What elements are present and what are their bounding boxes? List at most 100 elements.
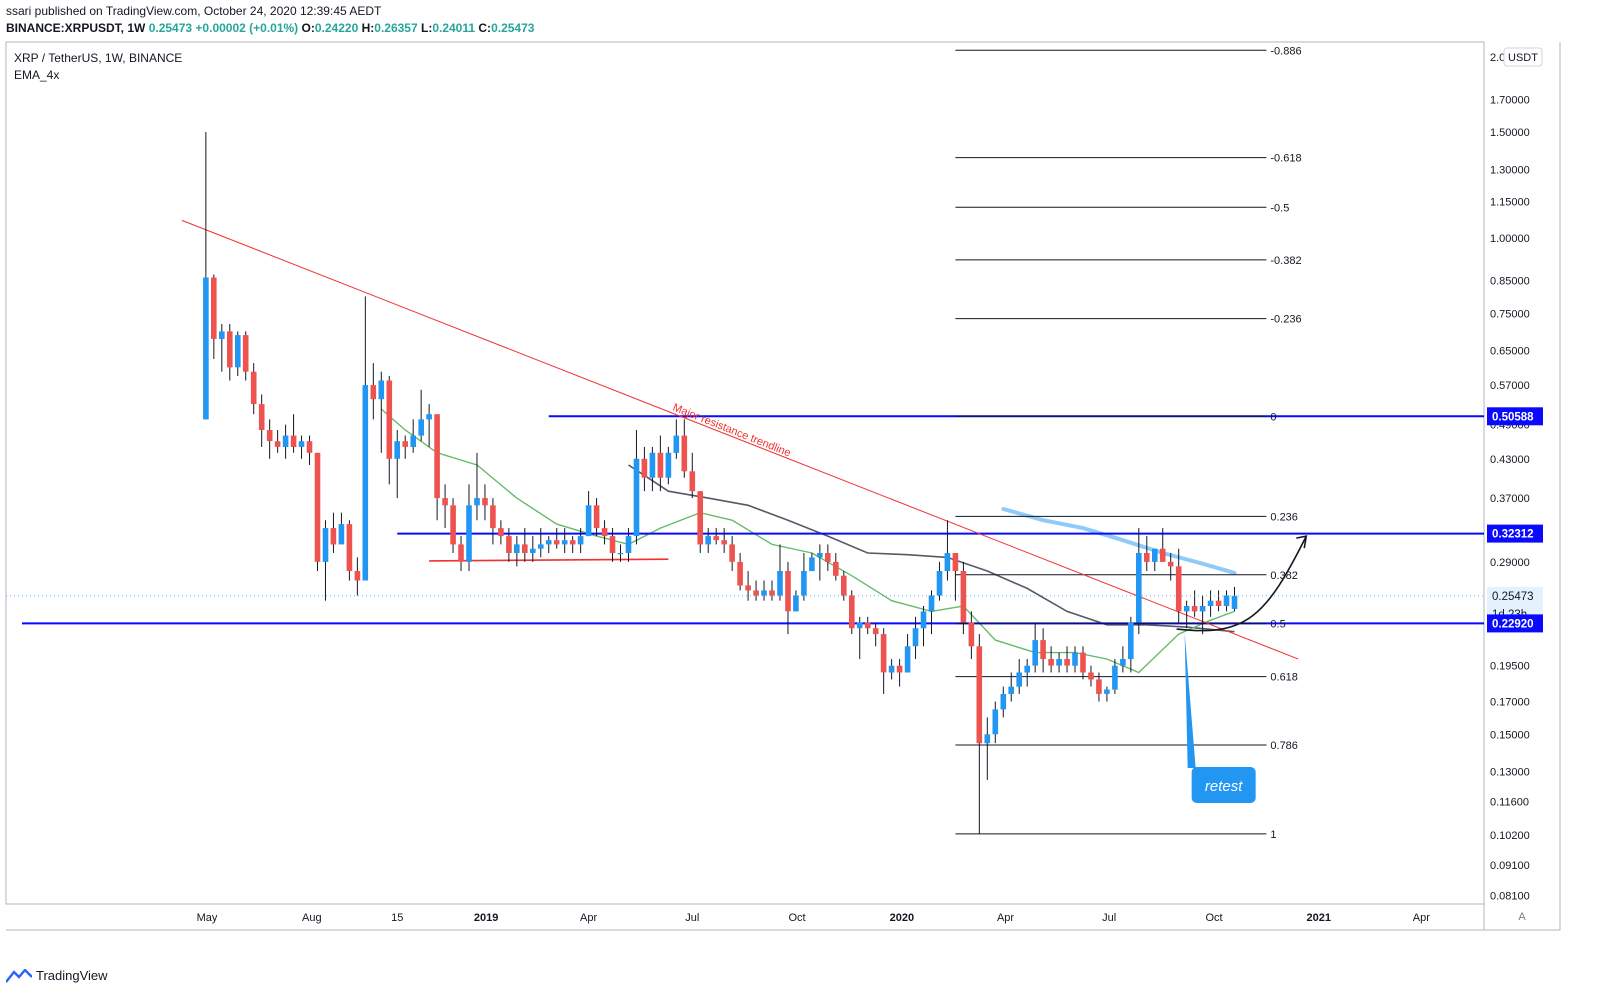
- candle-body: [872, 628, 879, 635]
- projection-arrowhead: [1296, 535, 1308, 549]
- price-tick-label: 1.30000: [1490, 164, 1530, 176]
- candle-body: [705, 536, 711, 545]
- ohlc-line: BINANCE:XRPUSDT, 1W 0.25473 +0.00002 (+0…: [6, 21, 534, 35]
- candle-body: [753, 590, 759, 596]
- legend-title: XRP / TetherUS, 1W, BINANCE: [14, 51, 182, 65]
- candle-body: [553, 540, 560, 545]
- retest-callout-box: [1191, 767, 1256, 803]
- candle-body: [1231, 595, 1238, 609]
- price-tick-label: 2.0: [1490, 52, 1505, 64]
- price-tick-label: 0.57000: [1490, 380, 1530, 392]
- candle-body: [538, 544, 544, 549]
- candle-body: [434, 414, 440, 499]
- high-label: H:: [361, 21, 375, 35]
- price-tick-label: 0.08100: [1490, 890, 1530, 902]
- candle-body: [1032, 640, 1038, 666]
- price-tick-label: 0.19500: [1490, 661, 1530, 673]
- open-value: 0.24220: [314, 21, 359, 35]
- fib-level-label: 0.786: [1270, 740, 1298, 752]
- candle-body: [450, 505, 456, 545]
- fib-level-label: 0.5: [1270, 619, 1285, 631]
- open-label: O:: [301, 21, 315, 35]
- candle-body: [522, 544, 528, 553]
- candle-body: [1191, 606, 1198, 612]
- candle-body: [1024, 665, 1030, 673]
- candle-body: [809, 557, 815, 572]
- price-tick-label: 1.00000: [1490, 233, 1530, 245]
- candle-body: [1183, 606, 1190, 612]
- fib-level-label: 0: [1270, 411, 1276, 423]
- candle-body: [649, 452, 656, 478]
- candle-body: [817, 553, 823, 558]
- candle-body: [657, 452, 664, 478]
- time-tick-label: Apr: [1413, 912, 1430, 924]
- price-badge: [1487, 407, 1543, 426]
- currency-badge[interactable]: [1503, 47, 1543, 67]
- candle-body: [466, 505, 472, 562]
- candle-body: [697, 491, 703, 545]
- fib-level-label: -0.236: [1270, 314, 1301, 326]
- fib-level-label: 0.236: [1270, 511, 1298, 523]
- candle-body: [402, 441, 408, 447]
- candle-body: [1159, 548, 1166, 562]
- candle-body: [920, 611, 927, 629]
- candle-body: [841, 575, 847, 596]
- candle-body: [1096, 679, 1102, 694]
- price-badge: [1487, 586, 1543, 605]
- time-tick-label: Apr: [580, 912, 597, 924]
- candle-body: [298, 441, 305, 447]
- price-tick-label: 0.65000: [1490, 346, 1530, 358]
- high-value: 0.26357: [374, 21, 418, 35]
- candle-body: [968, 622, 975, 647]
- candle-body: [721, 540, 727, 545]
- candle-body: [1040, 640, 1046, 659]
- time-tick-label: Jul: [685, 912, 699, 924]
- price-tick-label: 0.13000: [1490, 767, 1530, 779]
- price-tick-label: 0.85000: [1490, 276, 1530, 288]
- retest-callout-pointer: [1184, 633, 1196, 768]
- candle-body: [322, 528, 329, 562]
- candle-body: [952, 553, 959, 571]
- price-tick-label: 0.75000: [1490, 308, 1530, 320]
- candle-body: [633, 458, 640, 537]
- price-tick-label: 1.70000: [1490, 94, 1530, 106]
- candle-body: [1223, 595, 1230, 606]
- candle-body: [394, 441, 400, 459]
- candle-body: [211, 277, 217, 339]
- price-tick-label: 0.09100: [1490, 860, 1530, 872]
- tradingview-logo-icon: [6, 968, 32, 983]
- retest-callout-label: retest: [1205, 778, 1243, 795]
- time-tick-label: Oct: [789, 912, 806, 924]
- auto-scale-button[interactable]: A: [1518, 911, 1526, 923]
- candle-body: [641, 458, 648, 478]
- candle-body: [498, 528, 504, 537]
- candle-body: [737, 561, 743, 586]
- candle-body: [1128, 622, 1134, 660]
- candle-body: [609, 536, 616, 553]
- low-label: L:: [421, 21, 433, 35]
- candle-body: [960, 571, 967, 623]
- candle-body: [617, 553, 624, 555]
- fib-level-label: 1: [1270, 829, 1276, 841]
- candle-body: [1199, 606, 1206, 612]
- candle-body: [1104, 689, 1110, 694]
- time-tick-label: 15: [391, 912, 403, 924]
- candle-body: [545, 540, 552, 545]
- currency-badge-label: USDT: [1508, 52, 1538, 64]
- last-price: 0.25473: [148, 21, 193, 35]
- candle-body: [681, 435, 688, 472]
- ema-light-line: [1001, 507, 1237, 575]
- candle-body: [689, 471, 696, 492]
- candle-body: [530, 548, 536, 553]
- candle-body: [490, 505, 496, 529]
- candle-body: [338, 524, 345, 545]
- candle-body: [593, 505, 600, 529]
- candle-body: [904, 646, 911, 673]
- footer-brand: TradingView: [6, 968, 108, 983]
- price-badge-label: 0.25473: [1492, 591, 1534, 603]
- price-badge: [1487, 614, 1543, 633]
- candle-body: [458, 544, 464, 562]
- candle-body: [1048, 659, 1054, 666]
